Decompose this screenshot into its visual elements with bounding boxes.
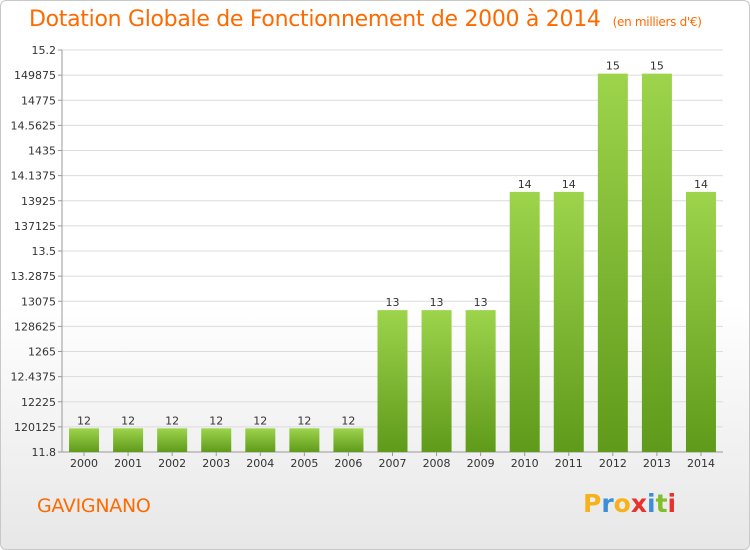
bar [641,73,672,452]
data-label: 12 [165,414,179,427]
x-tick-label: 2000 [70,457,98,470]
y-tick-label: 1435 [28,145,56,158]
y-tick-label: 11.8 [32,446,57,459]
x-tick-label: 2012 [599,457,627,470]
y-tick-label: 149875 [14,69,56,82]
y-tick-label: 13075 [21,295,56,308]
x-tick-label: 2011 [555,457,583,470]
data-label: 12 [209,414,223,427]
data-label: 15 [650,60,664,73]
bar [509,191,540,452]
data-label: 14 [518,178,532,191]
y-tick-label: 13.5 [32,245,57,258]
x-tick-label: 2006 [334,457,362,470]
y-tick-label: 120125 [14,421,56,434]
logo-letter: P [583,489,602,518]
y-tick-label: 14775 [21,94,56,107]
y-tick-label: 13.2875 [11,270,57,283]
bar [113,428,144,452]
y-tick-label: 14.1375 [11,170,57,183]
x-tick-label: 2001 [114,457,142,470]
data-label: 12 [121,414,135,427]
bar [69,428,100,452]
data-label: 12 [341,414,355,427]
bar [465,310,496,452]
y-tick-label: 13925 [21,195,56,208]
logo-letter: o [613,489,631,518]
x-tick-label: 2014 [687,457,715,470]
data-label: 12 [77,414,91,427]
data-label: 14 [694,178,708,191]
x-tick-label: 2013 [643,457,671,470]
x-tick-label: 2003 [202,457,230,470]
x-tick-label: 2004 [246,457,274,470]
bar [201,428,232,452]
x-tick-label: 2007 [379,457,407,470]
y-tick-label: 15.2 [32,44,57,57]
x-tick-label: 2002 [158,457,186,470]
logo-letter: r [601,489,614,518]
proxiti-logo: Proxiti [583,489,676,518]
data-label: 13 [386,296,400,309]
logo-letter: i [647,489,656,518]
data-label: 15 [606,60,620,73]
chart-title: Dotation Globale de Fonctionnement de 20… [29,7,702,32]
x-tick-label: 2008 [423,457,451,470]
data-label: 14 [562,178,576,191]
bar [553,191,584,452]
chart-subtitle: (en milliers d'€) [612,15,702,29]
data-label: 13 [430,296,444,309]
y-tick-label: 12225 [21,396,56,409]
y-tick-label: 1265 [28,346,56,359]
bar [377,310,408,452]
logo-letter: x [630,489,647,518]
commune-name: GAVIGNANO [37,495,151,517]
logo-letter: t [655,489,668,518]
bar [597,73,628,452]
logo-letter: i [667,489,677,518]
data-label: 12 [253,414,267,427]
y-tick-label: 12.4375 [11,371,57,384]
data-label: 13 [474,296,488,309]
title-text: Dotation Globale de Fonctionnement de 20… [29,7,601,32]
bar [333,428,364,452]
x-tick-label: 2009 [467,457,495,470]
y-tick-label: 137125 [14,220,56,233]
y-tick-label: 14.5625 [11,119,57,132]
x-tick-label: 2010 [511,457,539,470]
x-tick-label: 2005 [290,457,318,470]
bar [685,191,716,452]
bar [421,310,452,452]
y-tick-label: 128625 [14,320,56,333]
data-label: 12 [297,414,311,427]
bar [157,428,188,452]
bar [245,428,276,452]
bar [289,428,320,452]
